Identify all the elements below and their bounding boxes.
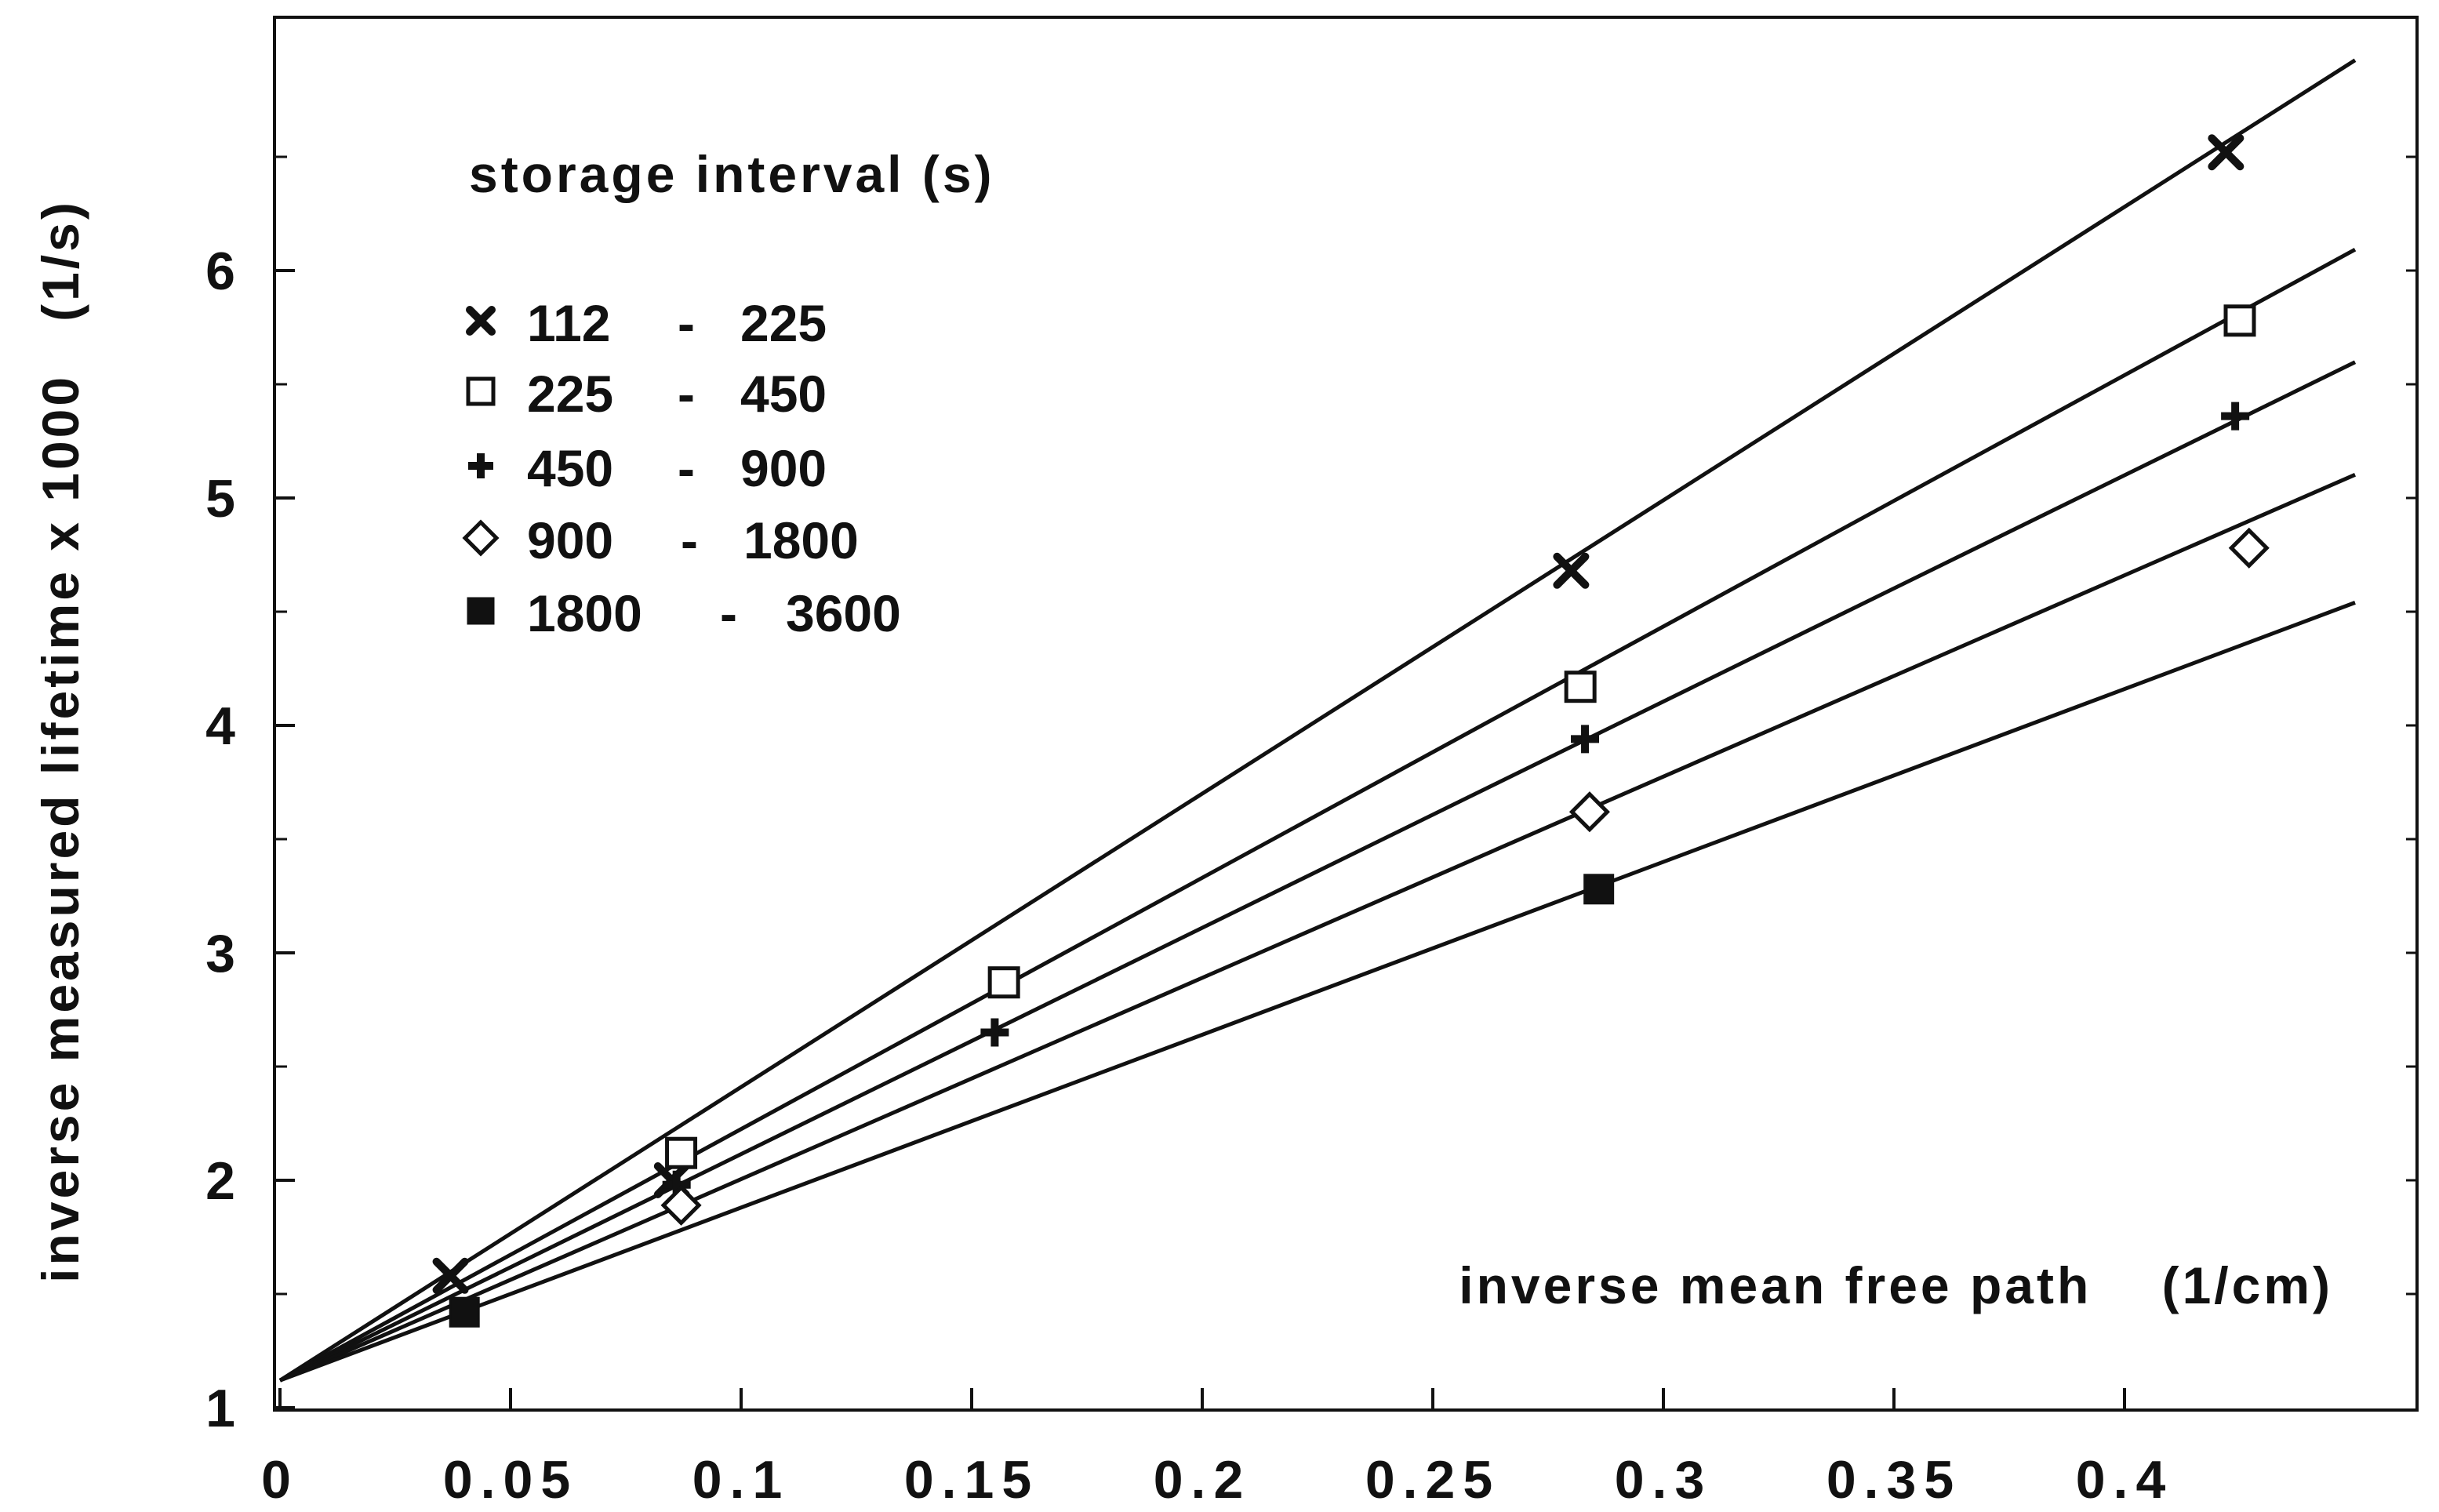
- legend-marker-2-shape: [466, 376, 496, 406]
- legend-marker-1: [466, 306, 496, 336]
- y-tick-label: 1: [205, 1379, 243, 1438]
- legend-to-3: 900: [740, 439, 827, 497]
- data-point-s3-3: [1571, 725, 1600, 754]
- legend-title: storage interval (s): [469, 145, 995, 203]
- data-point-s4-2: [1568, 791, 1610, 833]
- x-tick-label: 0.3: [1615, 1450, 1713, 1510]
- data-point-s1-1: [432, 1257, 469, 1294]
- y-tick-label: 2: [205, 1151, 243, 1211]
- data-point-s4-3-shape: [2228, 527, 2270, 569]
- fit-lines: [278, 58, 2357, 1383]
- data-point-s5-1-shape: [449, 1296, 480, 1328]
- data-point-s2-3-shape: [1564, 671, 1597, 703]
- plot-frame: [273, 16, 2419, 1412]
- legend-dash-5: -: [720, 584, 737, 642]
- x-tick-label: 0.2: [1154, 1450, 1252, 1510]
- x-axis-label: inverse mean free path (1/cm): [1459, 1256, 2333, 1314]
- y-axis-label: inverse measured lifetime x 1000 (1/s): [31, 199, 89, 1283]
- y-tick-label: 6: [205, 242, 243, 301]
- data-points: [432, 134, 2270, 1328]
- fit-line-3: [278, 360, 2357, 1383]
- legend-marker-1-stroke-b: [466, 306, 496, 336]
- axis-ticks: [274, 155, 2417, 1410]
- data-point-s1-3: [1553, 552, 1590, 589]
- legend-marker-4: [462, 519, 500, 557]
- legend-dash-1: -: [678, 294, 695, 352]
- data-point-s1-1-stroke-b: [432, 1257, 469, 1294]
- legend-marker-4-shape: [462, 519, 500, 557]
- data-point-s1-4: [2208, 134, 2245, 171]
- data-point-s5-2: [1583, 874, 1615, 905]
- fit-line-5: [279, 601, 2356, 1383]
- legend-from-3: 450: [527, 439, 613, 497]
- data-point-s2-1-shape: [665, 1136, 698, 1169]
- data-point-s2-4: [2223, 304, 2256, 337]
- legend-from-2: 225: [527, 365, 613, 423]
- data-point-s2-3: [1564, 671, 1597, 703]
- y-tick-label: 5: [205, 469, 243, 529]
- data-point-s4-1-shape: [660, 1184, 702, 1226]
- tick-labels: 0 0.05 0.1 0.15 0.2 0.25 0.3 0.35 0.4 1 2 3 4 5 6: [205, 242, 2174, 1510]
- data-point-s3-4: [2221, 402, 2250, 431]
- y-tick-label: 3: [205, 924, 243, 983]
- legend-to-2: 450: [740, 365, 827, 423]
- y-tick-label: 4: [205, 696, 243, 756]
- data-point-s4-2-shape: [1568, 791, 1610, 833]
- fit-line-4: [278, 472, 2357, 1383]
- data-point-s3-2: [980, 1018, 1009, 1047]
- legend-marker-5: [467, 597, 495, 625]
- legend-dash-2: -: [678, 365, 695, 423]
- data-point-s2-2: [987, 966, 1020, 999]
- legend-marker-3: [468, 453, 493, 478]
- legend: storage interval (s) 112-225225-450450-9…: [462, 145, 995, 642]
- legend-to-4: 1800: [743, 511, 859, 569]
- legend-from-5: 1800: [527, 584, 642, 642]
- fit-line-1: [278, 58, 2357, 1383]
- data-point-s1-3-stroke-b: [1553, 552, 1590, 589]
- data-point-s5-1: [449, 1296, 480, 1328]
- fit-line-2: [278, 247, 2357, 1383]
- x-tick-label: 0.35: [1827, 1450, 1961, 1510]
- data-point-s4-1: [660, 1184, 702, 1226]
- legend-marker-2: [466, 376, 496, 406]
- x-tick-label: 0.4: [2076, 1450, 2174, 1510]
- legend-to-5: 3600: [786, 584, 901, 642]
- x-tick-label: 0.15: [904, 1450, 1039, 1510]
- legend-dash-3: -: [678, 439, 695, 497]
- legend-to-1: 225: [740, 294, 827, 352]
- data-point-s2-2-shape: [987, 966, 1020, 999]
- x-tick-label: 0: [261, 1450, 299, 1510]
- data-point-s2-4-shape: [2223, 304, 2256, 337]
- data-point-s1-4-stroke-b: [2208, 134, 2245, 171]
- legend-dash-4: -: [681, 511, 698, 569]
- data-point-s4-3: [2228, 527, 2270, 569]
- data-point-s5-2-shape: [1583, 874, 1615, 905]
- data-point-s2-1: [665, 1136, 698, 1169]
- legend-from-1: 112: [527, 294, 610, 352]
- x-tick-label: 0.05: [443, 1450, 578, 1510]
- x-tick-label: 0.25: [1365, 1450, 1500, 1510]
- legend-marker-5-shape: [467, 597, 495, 625]
- x-tick-label: 0.1: [692, 1450, 791, 1510]
- legend-from-4: 900: [527, 511, 613, 569]
- data-point-s1-2-stroke-b: [653, 1162, 690, 1198]
